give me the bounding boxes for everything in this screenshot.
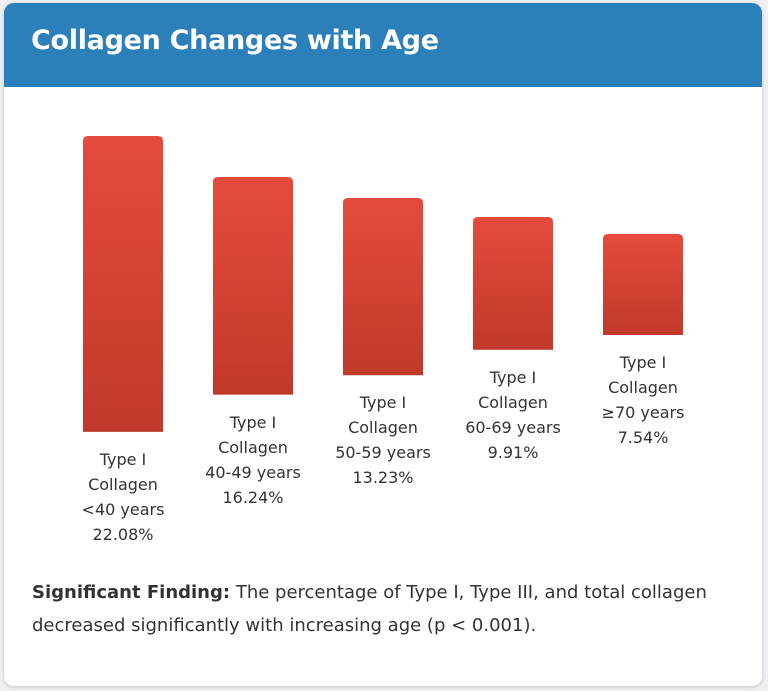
bar-value-label: 13.23% xyxy=(352,468,414,488)
bar-category-label: Collagen xyxy=(348,418,418,438)
chart-title: Collagen Changes with Age xyxy=(31,25,439,56)
bar-category-label: Collagen xyxy=(88,474,158,494)
bar-label-3: Type I Collagen 60-69 years 9.91% xyxy=(448,365,578,465)
bar-1 xyxy=(213,177,293,395)
bar-category-label: Collagen xyxy=(218,437,288,457)
chart-card: Collagen Changes with Age Type I Collagen… xyxy=(4,3,762,686)
bar-value-label: 7.54% xyxy=(617,428,669,448)
bar-label-1: Type I Collagen 40-49 years 16.24% xyxy=(188,410,318,510)
bar-category-label: 60-69 years xyxy=(465,417,561,437)
bar-category-label: Collagen xyxy=(608,378,678,398)
bar-label-2: Type I Collagen 50-59 years 13.23% xyxy=(318,390,448,490)
bar-category-label: ≥70 years xyxy=(601,403,685,423)
bar-category-label: <40 years xyxy=(81,499,165,519)
bar-0 xyxy=(83,136,163,432)
finding-text: The percentage of Type I, Type III, and … xyxy=(32,582,707,636)
bars xyxy=(83,136,683,432)
bar-value-label: 9.91% xyxy=(487,442,539,462)
bar-chart xyxy=(83,136,683,432)
bar-category-label: Type I xyxy=(489,367,537,387)
bar-label-0: Type I Collagen <40 years 22.08% xyxy=(58,447,188,547)
bar-category-label: 50-59 years xyxy=(335,443,431,463)
bar-category-label: Type I xyxy=(619,353,667,373)
bar-value-label: 22.08% xyxy=(92,524,154,544)
bar-label-4: Type I Collagen ≥70 years 7.54% xyxy=(578,350,708,450)
finding-label: Significant Finding: xyxy=(32,582,231,603)
bar-4 xyxy=(603,234,683,336)
bar-2 xyxy=(343,198,423,376)
bar-category-label: Collagen xyxy=(478,392,548,412)
bar-value-label: 16.24% xyxy=(222,487,284,507)
bar-category-label: Type I xyxy=(359,393,407,413)
card-header: Collagen Changes with Age xyxy=(4,3,762,87)
bar-category-label: 40-49 years xyxy=(205,462,301,482)
bar-3 xyxy=(473,217,553,350)
bar-category-label: Type I xyxy=(99,449,147,469)
significant-finding: Significant Finding: The percentage of T… xyxy=(32,576,737,642)
bar-category-label: Type I xyxy=(229,412,277,432)
